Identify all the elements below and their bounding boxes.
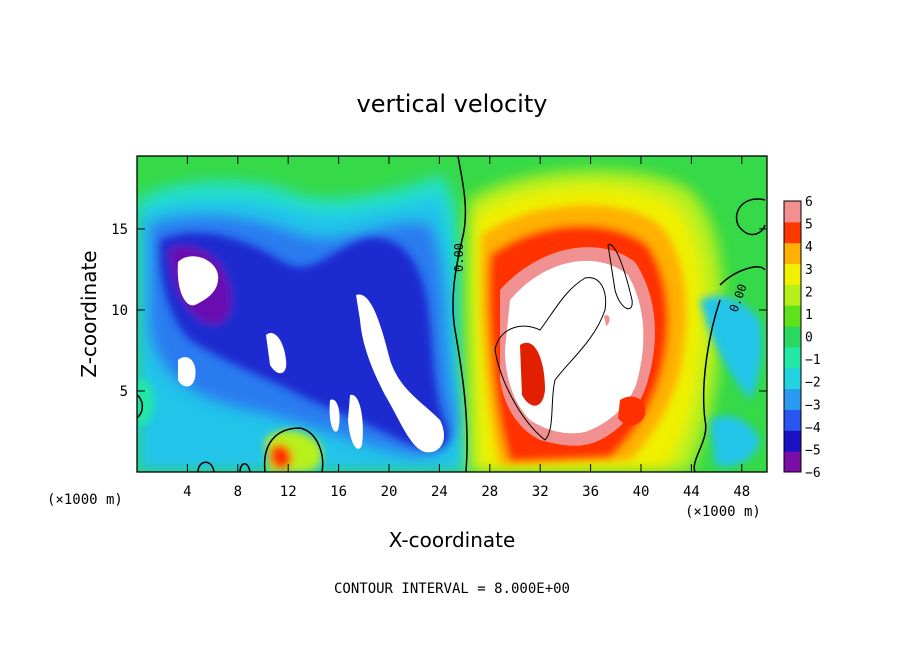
x-tick-label: 28 (481, 484, 498, 500)
inner-contours (494, 244, 633, 441)
colorbar-swatch (784, 367, 801, 390)
x-axis-label: X-coordinate (389, 528, 516, 552)
x-tick-label: 48 (733, 484, 750, 500)
x-tick-label: 32 (532, 484, 549, 500)
colorbar-swatch (784, 221, 801, 244)
x-tick-label: 12 (280, 484, 297, 500)
colorbar-tick-label: −4 (805, 421, 821, 436)
x-tick-label: 8 (234, 484, 242, 500)
colorbar-swatch (784, 326, 801, 348)
colorbar-frame (783, 200, 802, 473)
x-unit-left: (×1000 m) (47, 492, 123, 508)
colorbar: 6 5 4 3 2 1 0 −1 −2 −3 −4 −5 −6 (783, 195, 821, 481)
colorbar-tick-label: −2 (805, 376, 821, 391)
chart-title: vertical velocity (357, 90, 548, 118)
colorbar-swatch (784, 284, 801, 306)
colorbar-tick-label: 4 (805, 240, 813, 255)
z-tick-label: 15 (111, 222, 128, 238)
colorbar-tick-label: 6 (805, 195, 813, 210)
zero-contours (137, 156, 766, 472)
surface-features (137, 296, 762, 472)
colorbar-tick-label: 2 (805, 285, 813, 300)
z-tick-label: 10 (111, 303, 128, 319)
updraft-core (500, 247, 655, 446)
colorbar-tick-label: −1 (805, 353, 821, 368)
contour-interval-note: CONTOUR INTERVAL = 8.000E+00 (334, 581, 570, 597)
inner-contour-b (607, 244, 633, 310)
contour-line-bottom (263, 427, 324, 472)
z-axis: 5 10 15 (111, 222, 767, 400)
colorbar-swatch (784, 388, 801, 410)
x-axis: 4 8 12 16 20 24 28 32 36 40 44 48 (183, 156, 750, 500)
contour-line-right (693, 198, 766, 472)
colorbar-swatch (784, 409, 801, 431)
colorbar-swatch (784, 263, 801, 285)
x-tick-label: 16 (330, 484, 347, 500)
x-tick-label: 4 (183, 484, 191, 500)
colorbar-tick-label: −6 (805, 466, 821, 481)
colorbar-swatch (784, 242, 801, 265)
inner-contour-a (494, 277, 607, 441)
colorbar-tick-label: 5 (805, 218, 813, 233)
colorbar-tick-label: 1 (805, 308, 813, 323)
x-unit-right: (×1000 m) (685, 504, 761, 520)
colorbar-swatch (784, 346, 801, 369)
contour-line-edge (137, 394, 144, 419)
x-tick-label: 44 (683, 484, 700, 500)
x-tick-label: 20 (381, 484, 398, 500)
x-tick-label: 40 (633, 484, 650, 500)
colorbar-swatch (784, 430, 801, 452)
x-tick-label: 24 (431, 484, 448, 500)
z-axis-label: Z-coordinate (77, 250, 101, 377)
contour-line-left (452, 156, 468, 472)
colorbar-tick-label: 3 (805, 263, 813, 278)
plot-frame (136, 155, 768, 473)
contour-line-small (197, 461, 251, 472)
z-tick-label: 5 (120, 384, 128, 400)
colorbar-swatch (784, 451, 801, 473)
colorbar-swatch (784, 305, 801, 327)
velocity-field (137, 156, 767, 472)
x-tick-label: 36 (582, 484, 599, 500)
contour-label-left: 0.00 (452, 243, 466, 272)
colorbar-tick-label: −5 (805, 443, 821, 458)
downdraft-extreme (177, 256, 445, 453)
colorbar-swatch (784, 201, 801, 223)
colorbar-tick-label: 0 (805, 331, 813, 346)
colorbar-tick-label: −3 (805, 398, 821, 413)
